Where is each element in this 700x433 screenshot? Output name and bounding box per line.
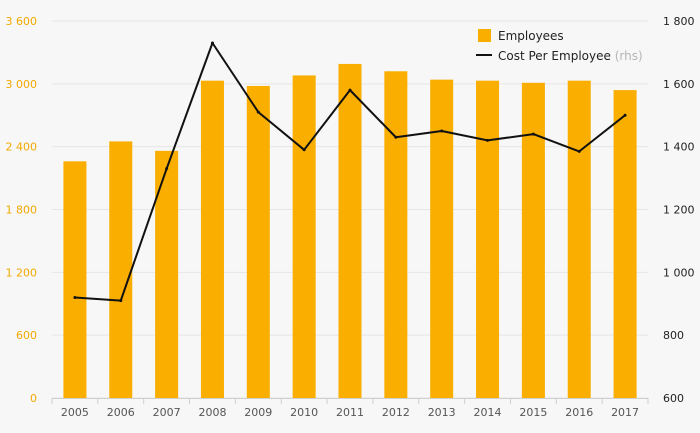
x-axis: 2005 2006 2007 2008 2009 2010 2011 2012 2013 2014…: [51, 398, 649, 419]
bar-employees-2011: [338, 63, 362, 399]
right-tick-label: 1 000: [663, 266, 695, 279]
point-cost-2008: [210, 41, 214, 45]
legend-employees-label: Employees: [498, 29, 564, 43]
x-tick-label-2009: 2009: [244, 406, 272, 419]
point-cost-2007: [165, 167, 169, 171]
right-tick-label: 1 200: [663, 204, 695, 217]
left-y-axis: 0 600 1 200 1 800 2 400 3 000 3 600: [6, 15, 38, 405]
x-tick-label-2010: 2010: [290, 406, 318, 419]
left-tick-label: 0: [30, 392, 37, 405]
bar-employees-2008: [200, 80, 224, 399]
x-tick-label-2005: 2005: [61, 406, 89, 419]
right-tick-label: 1 800: [663, 15, 695, 28]
point-cost-2009: [256, 110, 260, 114]
point-cost-2017: [623, 113, 627, 117]
bar-employees-2007: [155, 150, 179, 398]
x-tick-label-2007: 2007: [153, 406, 181, 419]
point-cost-2015: [531, 132, 535, 136]
legend-employees-swatch: [478, 29, 491, 42]
right-tick-label: 800: [663, 329, 684, 342]
bar-employees-2009: [246, 85, 270, 398]
point-cost-2014: [486, 138, 490, 142]
left-tick-label: 2 400: [6, 141, 38, 154]
bar-employees-2013: [430, 79, 454, 399]
bar-employees-2010: [292, 75, 316, 398]
point-cost-2010: [302, 148, 306, 152]
legend-cost-note: (rhs): [615, 49, 643, 63]
bar-employees-2014: [476, 80, 500, 399]
left-tick-label: 3 000: [6, 78, 38, 91]
bar-employees-2012: [384, 71, 408, 399]
point-cost-2006: [119, 299, 123, 303]
point-cost-2012: [394, 135, 398, 139]
legend: Employees Cost Per Employee (rhs): [476, 29, 643, 63]
x-tick-label-2017: 2017: [611, 406, 639, 419]
bar-employees-2006: [109, 141, 133, 399]
bar-employees-2015: [521, 82, 545, 399]
left-tick-label: 3 600: [6, 15, 38, 28]
point-cost-2016: [577, 149, 581, 153]
x-tick-label-2015: 2015: [519, 406, 547, 419]
x-tick-label-2008: 2008: [198, 406, 226, 419]
legend-cost-label: Cost Per Employee (rhs): [498, 49, 643, 63]
right-tick-label: 1 400: [663, 141, 695, 154]
legend-cost-text: Cost Per Employee: [498, 49, 611, 63]
left-tick-label: 1 800: [6, 204, 38, 217]
left-tick-label: 1 200: [6, 266, 38, 279]
point-cost-2011: [348, 88, 352, 92]
x-tick-label-2006: 2006: [107, 406, 135, 419]
left-tick-label: 600: [16, 329, 37, 342]
point-cost-2013: [440, 129, 444, 133]
x-tick-label-2011: 2011: [336, 406, 364, 419]
employees-bars: [63, 63, 637, 399]
x-tick-label-2013: 2013: [428, 406, 456, 419]
x-tick-label-2014: 2014: [474, 406, 502, 419]
right-tick-label: 600: [663, 392, 684, 405]
x-tick-label-2016: 2016: [565, 406, 593, 419]
right-tick-label: 1 600: [663, 78, 695, 91]
x-tick-label-2012: 2012: [382, 406, 410, 419]
bar-employees-2017: [613, 90, 637, 398]
bar-employees-2016: [567, 80, 591, 399]
cost-per-employee-line-group: [73, 41, 627, 303]
bar-employees-2005: [63, 161, 87, 398]
right-y-axis: 600 800 1 000 1 200 1 400 1 600 1 800: [663, 15, 695, 405]
point-cost-2005: [73, 295, 77, 299]
